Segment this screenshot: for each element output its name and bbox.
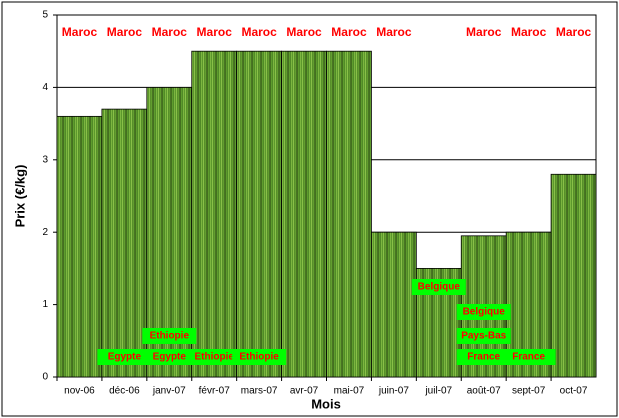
x-tick-label: juil-07: [424, 386, 452, 397]
origin-label: Maroc: [511, 25, 547, 39]
origin-label: Maroc: [241, 25, 277, 39]
x-tick-label: juin-07: [378, 386, 409, 397]
origin-label: Pays-Bas: [461, 331, 506, 342]
origin-box: [456, 304, 511, 320]
origin-box: [456, 349, 511, 365]
bar: [326, 50, 372, 378]
origin-label: Maroc: [152, 25, 188, 39]
origin-label: Maroc: [376, 25, 412, 39]
bar: [56, 115, 103, 378]
origin-label: Maroc: [466, 25, 502, 39]
bar: [281, 50, 327, 378]
origin-box: [232, 349, 287, 365]
y-axis-title: Prix (€/kg): [12, 165, 27, 228]
origin-box: [142, 349, 197, 365]
x-tick-label: sept-07: [512, 386, 546, 397]
origin-label: France: [467, 352, 500, 363]
x-tick-label: mars-07: [241, 386, 278, 397]
origin-label: Maroc: [331, 25, 367, 39]
origin-box: [456, 328, 511, 344]
x-tick-label: déc-06: [109, 386, 140, 397]
origin-label: Maroc: [556, 25, 592, 39]
origin-label: Maroc: [197, 25, 233, 39]
y-tick-label: 4: [42, 82, 48, 93]
x-tick-label: oct-07: [560, 386, 588, 397]
bar: [191, 50, 238, 378]
origin-box: [97, 349, 152, 365]
x-tick-label: avr-07: [290, 386, 319, 397]
bar: [101, 108, 148, 378]
x-tick-label: nov-06: [64, 386, 95, 397]
x-tick-label: janv-07: [152, 386, 186, 397]
origin-label: Egypte: [108, 352, 142, 363]
x-axis-title: Mois: [311, 396, 341, 411]
origin-box: [187, 349, 242, 365]
bar: [371, 231, 417, 378]
y-tick-label: 5: [42, 10, 48, 21]
origin-box: [142, 328, 197, 344]
origin-label: Belgique: [418, 282, 461, 293]
origin-label: Ethiopie: [194, 352, 234, 363]
origin-label: Maroc: [286, 25, 322, 39]
x-tick-label: août-07: [467, 386, 501, 397]
origin-box: [501, 349, 556, 365]
origin-label: Ethiopie: [150, 331, 190, 342]
origin-label: Maroc: [62, 25, 98, 39]
bar: [550, 173, 597, 378]
x-tick-label: févr-07: [199, 386, 231, 397]
origin-label: Maroc: [107, 25, 143, 39]
y-tick-label: 3: [42, 154, 48, 165]
y-tick-label: 0: [42, 372, 48, 383]
origin-label: Egypte: [153, 352, 187, 363]
origin-label: France: [512, 352, 545, 363]
origin-box: [411, 279, 466, 295]
origin-label: Ethiopie: [239, 352, 279, 363]
y-tick-label: 1: [42, 299, 48, 310]
y-tick-label: 2: [42, 227, 48, 238]
origin-label: Belgique: [463, 307, 506, 318]
bar: [236, 50, 282, 378]
x-tick-label: mai-07: [334, 386, 365, 397]
